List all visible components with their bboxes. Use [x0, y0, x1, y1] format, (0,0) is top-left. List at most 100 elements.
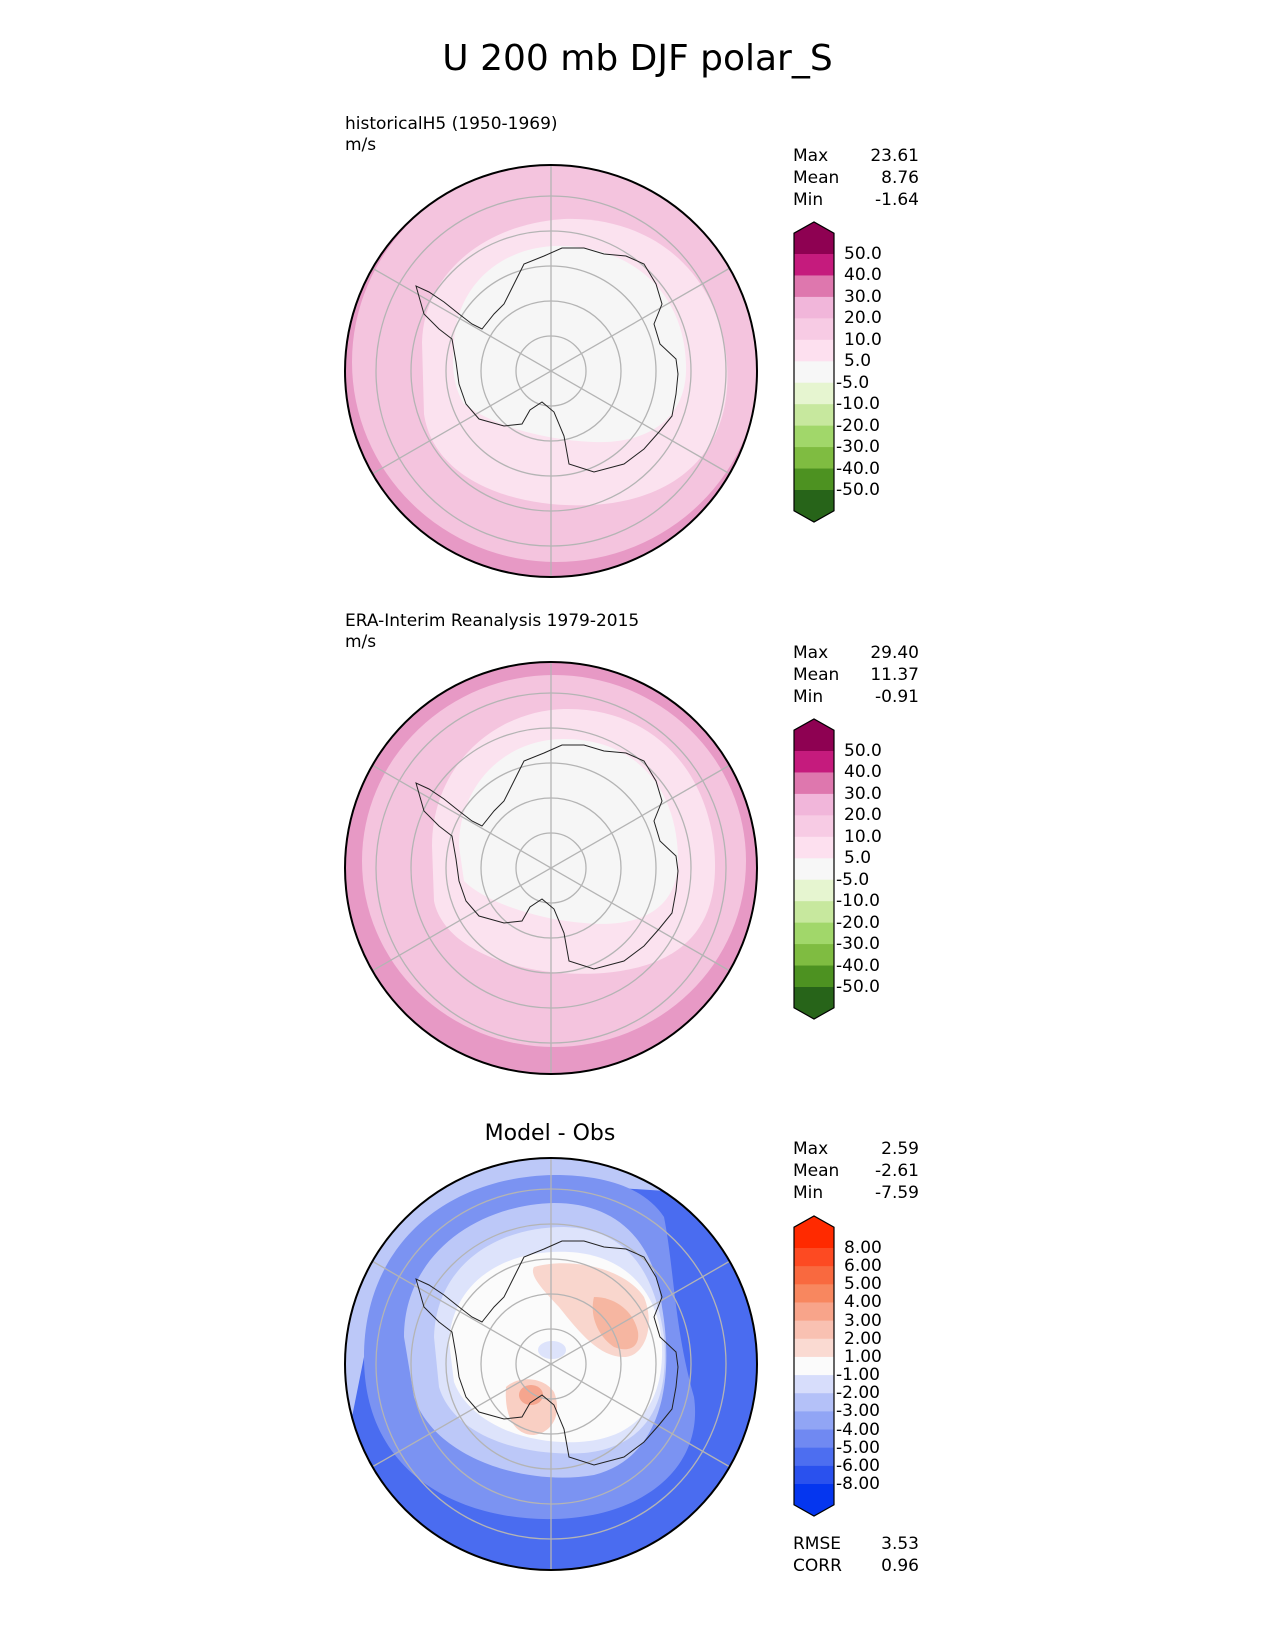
colorbar-segment — [794, 254, 834, 276]
colorbar-tick-label: 6.00 — [844, 1256, 882, 1277]
colorbar-tick-label: 20.0 — [844, 805, 882, 826]
colorbar-extend-min — [794, 987, 834, 1019]
stat-value: 11.37 — [870, 665, 919, 685]
colorbar-tick-label: 10.0 — [844, 329, 882, 350]
colorbar-tick-label: -5.0 — [836, 372, 870, 393]
panel-units-model: m/s — [345, 135, 377, 155]
polar-map-diff — [344, 1157, 758, 1571]
colorbar-segment — [794, 318, 834, 341]
coastline-antarctica — [415, 1240, 679, 1466]
colorbar-extend-min — [794, 1484, 834, 1516]
colorbar-outline — [793, 1215, 835, 1517]
stats-model: Max 23.61 Mean 8.76 Min -1.64 — [793, 145, 919, 211]
colorbar-tick-label: 1.00 — [844, 1346, 882, 1367]
graticule — [371, 662, 731, 1074]
colorbar-segment — [794, 879, 834, 902]
colorbar-segment — [794, 1248, 834, 1267]
stat-value: 29.40 — [870, 643, 919, 663]
colorbar-tick-label: -50.0 — [836, 480, 880, 500]
stat-label: Max — [793, 146, 829, 166]
colorbar-segment — [794, 1266, 834, 1285]
colorbar-tick-label: -6.00 — [836, 1455, 880, 1476]
colorbar-segment — [794, 1447, 834, 1467]
colorbar-segment — [794, 1393, 834, 1412]
colorbar-segment — [794, 1411, 834, 1431]
colorbar-tick-label: -2.00 — [836, 1383, 880, 1404]
colorbar-segment — [794, 815, 834, 838]
stat-value: -1.64 — [875, 190, 919, 210]
stat-label: Min — [793, 190, 824, 210]
stat-label: Min — [793, 687, 824, 707]
stat-value: -7.59 — [875, 1183, 919, 1203]
stat-label: Mean — [793, 1161, 840, 1181]
polar-map-obs — [344, 661, 758, 1075]
colorbar-tick-label: -20.0 — [836, 912, 880, 933]
stats-diff-metrics: RMSE 3.53 CORR 0.96 — [793, 1533, 919, 1577]
colorbar-tick-label: 40.0 — [844, 265, 882, 286]
stat-label: RMSE — [793, 1534, 842, 1554]
map-boundary — [344, 164, 758, 578]
colorbar-tick-label: -30.0 — [836, 437, 880, 458]
colorbar-tick-label: -8.00 — [836, 1474, 880, 1494]
colorbar-tick-label: 5.0 — [844, 351, 872, 372]
stat-label: Mean — [793, 168, 840, 188]
stat-label: Max — [793, 643, 829, 663]
colorbar-segment — [794, 339, 834, 362]
panel-units-obs: m/s — [345, 632, 377, 652]
stat-value: 23.61 — [870, 146, 919, 166]
stat-value: 8.76 — [881, 168, 919, 188]
colorbar-segment — [794, 901, 834, 924]
colorbar-segment — [794, 1356, 834, 1376]
colorbar-segment — [794, 275, 834, 298]
colorbar-segment — [794, 1284, 834, 1303]
colorbar-segment — [794, 836, 834, 859]
stats-diff: Max 2.59 Mean -2.61 Min -7.59 — [793, 1138, 919, 1204]
colorbar-tick-label: -20.0 — [836, 415, 880, 436]
figure-title: U 200 mb DJF polar_S — [442, 38, 833, 79]
polar-map-model — [344, 164, 758, 578]
colorbar-tick-label: 20.0 — [844, 308, 882, 329]
colorbar-segment — [794, 751, 834, 773]
map-boundary — [344, 661, 758, 1075]
stat-label: Mean — [793, 665, 840, 685]
colorbar-extend-max — [794, 222, 834, 254]
colorbar-segment — [794, 404, 834, 427]
graticule — [371, 165, 731, 577]
stat-value: 0.96 — [881, 1556, 919, 1576]
colorbar-segment — [794, 965, 834, 988]
contour-negative-center — [538, 1341, 566, 1359]
colorbar-tick-label: 50.0 — [844, 741, 882, 761]
colorbar-tick-label: -10.0 — [836, 891, 880, 912]
colorbar-segment — [794, 1375, 834, 1394]
colorbar-model — [793, 221, 835, 523]
colorbar-tick-label: -5.0 — [836, 869, 870, 890]
contour-interior — [453, 245, 687, 443]
colorbar-tick-label: 50.0 — [844, 244, 882, 264]
colorbar-segment — [794, 772, 834, 795]
colorbar-tick-label: 30.0 — [844, 286, 882, 307]
stat-value: -2.61 — [875, 1161, 919, 1181]
contour-positive-south — [505, 1379, 558, 1435]
colorbar-tick-label: 4.00 — [844, 1292, 882, 1313]
colorbar-tick-label: -10.0 — [836, 394, 880, 415]
colorbar-extend-max — [794, 1216, 834, 1248]
colorbar-segment — [794, 1320, 834, 1340]
coastline-antarctica — [415, 744, 679, 970]
colorbar-tick-label: 3.00 — [844, 1310, 882, 1331]
stat-label: Min — [793, 1183, 824, 1203]
colorbar-diff — [793, 1215, 835, 1517]
colorbar-segment — [794, 447, 834, 470]
contour-interior — [459, 739, 679, 924]
colorbar-tick-label: -4.00 — [836, 1419, 880, 1440]
colorbar-tick-label: -3.00 — [836, 1401, 880, 1422]
colorbar-segment — [794, 1302, 834, 1322]
stat-label: CORR — [793, 1556, 842, 1576]
graticule — [371, 1158, 731, 1570]
colorbar-segment — [794, 1338, 834, 1358]
colorbar-tick-label: 8.00 — [844, 1238, 882, 1258]
panel-title-diff: Model - Obs — [484, 1121, 616, 1146]
contour-positive-south-core — [519, 1385, 543, 1405]
colorbar-tick-label: -40.0 — [836, 955, 880, 976]
colorbar-segment — [794, 382, 834, 405]
colorbar-tick-label: 30.0 — [844, 783, 882, 804]
